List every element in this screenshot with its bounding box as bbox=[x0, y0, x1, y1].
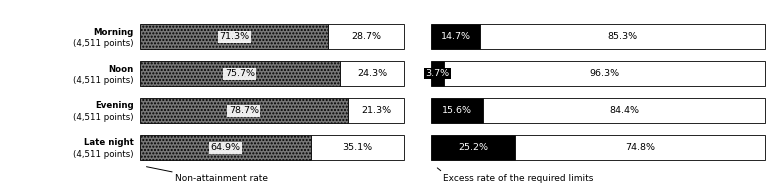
Bar bbox=[480, 24, 765, 50]
Text: (4,511 points): (4,511 points) bbox=[73, 39, 134, 48]
Text: Evening: Evening bbox=[95, 101, 134, 110]
Bar bbox=[431, 24, 480, 50]
Text: Late night: Late night bbox=[84, 138, 134, 147]
Text: (4,511 points): (4,511 points) bbox=[73, 76, 134, 85]
Bar bbox=[431, 135, 515, 160]
Text: 96.3%: 96.3% bbox=[590, 69, 619, 78]
Bar bbox=[312, 135, 404, 160]
Bar bbox=[340, 61, 404, 86]
Bar bbox=[431, 98, 483, 123]
Bar bbox=[348, 98, 404, 123]
Text: Non-attainment rate: Non-attainment rate bbox=[175, 174, 268, 183]
Bar bbox=[431, 61, 444, 86]
Text: 75.7%: 75.7% bbox=[225, 69, 255, 78]
Text: 14.7%: 14.7% bbox=[441, 32, 471, 41]
Text: 74.8%: 74.8% bbox=[625, 143, 655, 152]
Text: 35.1%: 35.1% bbox=[343, 143, 373, 152]
Text: Noon: Noon bbox=[109, 65, 134, 74]
Text: 15.6%: 15.6% bbox=[442, 106, 472, 115]
Bar bbox=[140, 61, 340, 86]
Text: Excess rate of the required limits: Excess rate of the required limits bbox=[443, 174, 594, 183]
Text: 84.4%: 84.4% bbox=[609, 106, 639, 115]
Text: 24.3%: 24.3% bbox=[357, 69, 387, 78]
Text: 21.3%: 21.3% bbox=[361, 106, 391, 115]
Bar bbox=[140, 135, 312, 160]
Text: 78.7%: 78.7% bbox=[228, 106, 259, 115]
Text: (4,511 points): (4,511 points) bbox=[73, 113, 134, 122]
Text: 28.7%: 28.7% bbox=[351, 32, 382, 41]
Bar bbox=[515, 135, 765, 160]
Text: 64.9%: 64.9% bbox=[211, 143, 241, 152]
Text: 71.3%: 71.3% bbox=[219, 32, 249, 41]
Bar bbox=[483, 98, 765, 123]
Bar bbox=[140, 98, 348, 123]
Bar bbox=[140, 24, 328, 50]
Text: 3.7%: 3.7% bbox=[425, 69, 449, 78]
Bar bbox=[444, 61, 765, 86]
Text: (4,511 points): (4,511 points) bbox=[73, 150, 134, 159]
Bar bbox=[328, 24, 404, 50]
Text: Morning: Morning bbox=[93, 28, 134, 37]
Text: 85.3%: 85.3% bbox=[608, 32, 638, 41]
Text: 25.2%: 25.2% bbox=[458, 143, 488, 152]
